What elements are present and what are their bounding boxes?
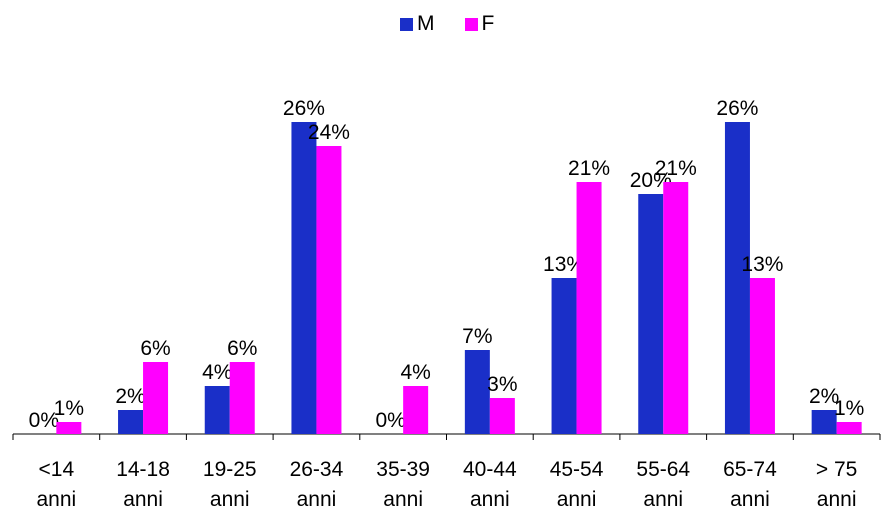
data-label-m: 26% [716, 97, 758, 120]
bar-f [836, 422, 862, 434]
bar-m [724, 122, 750, 434]
bar-f [316, 146, 342, 434]
bar-f [143, 362, 169, 434]
bar-f [403, 386, 429, 434]
x-tick-label: anni [643, 488, 683, 511]
x-tick-label: anni [383, 488, 423, 511]
x-tick-label: anni [123, 488, 163, 511]
x-tick-label: anni [36, 488, 76, 511]
bar-f [489, 398, 515, 434]
x-tick-label: anni [730, 488, 770, 511]
data-label-f: 21% [655, 157, 697, 180]
legend-label-f: F [481, 12, 495, 35]
data-label-m: 0% [375, 409, 405, 432]
legend-label-m: M [417, 12, 435, 35]
x-tick-label: 40-44 [463, 458, 517, 481]
legend-item-m: M [400, 12, 435, 36]
x-tick-label: 14-18 [116, 458, 170, 481]
bar-m [291, 122, 317, 434]
bar-f [56, 422, 82, 434]
x-tick-label: <14 [39, 458, 75, 481]
data-label-m: 2% [115, 385, 145, 408]
legend: M F [400, 12, 494, 36]
data-label-f: 21% [568, 157, 610, 180]
legend-item-f: F [464, 12, 495, 36]
x-tick-label: anni [297, 488, 337, 511]
data-label-m: 7% [462, 325, 492, 348]
x-tick-label: > 75 [816, 458, 857, 481]
data-label-f: 6% [140, 337, 170, 360]
data-label-m: 20% [630, 169, 672, 192]
x-tick-label: anni [817, 488, 857, 511]
bar-m [638, 194, 664, 434]
bar-m [811, 410, 837, 434]
data-label-f: 13% [741, 253, 783, 276]
bar-f [663, 182, 689, 434]
data-label-m: 26% [283, 97, 325, 120]
x-tick-label: anni [470, 488, 510, 511]
data-label-f: 24% [308, 121, 350, 144]
data-label-f: 3% [487, 373, 517, 396]
data-label-m: 0% [29, 409, 59, 432]
x-tick-label: 55-64 [636, 458, 690, 481]
legend-swatch-f [464, 17, 478, 31]
legend-swatch-m [400, 17, 413, 31]
bar-f [749, 278, 775, 434]
x-tick-label: anni [210, 488, 250, 511]
x-tick-label: 35-39 [376, 458, 430, 481]
data-label-m: 13% [543, 253, 585, 276]
bar-m [118, 410, 144, 434]
bar-m [551, 278, 577, 434]
bar-f [229, 362, 255, 434]
data-label-f: 6% [227, 337, 257, 360]
x-tick-label: 19-25 [203, 458, 257, 481]
x-tick-label: 26-34 [290, 458, 344, 481]
data-label-f: 1% [54, 397, 84, 420]
x-tick-label: 45-54 [550, 458, 604, 481]
data-label-m: 4% [202, 361, 232, 384]
bar-m [204, 386, 230, 434]
bar-f [576, 182, 602, 434]
x-tick-label: anni [557, 488, 597, 511]
data-label-f: 1% [834, 397, 864, 420]
bar-m [464, 350, 490, 434]
data-label-f: 4% [400, 361, 430, 384]
x-tick-label: 65-74 [723, 458, 777, 481]
data-label-m: 2% [809, 385, 839, 408]
